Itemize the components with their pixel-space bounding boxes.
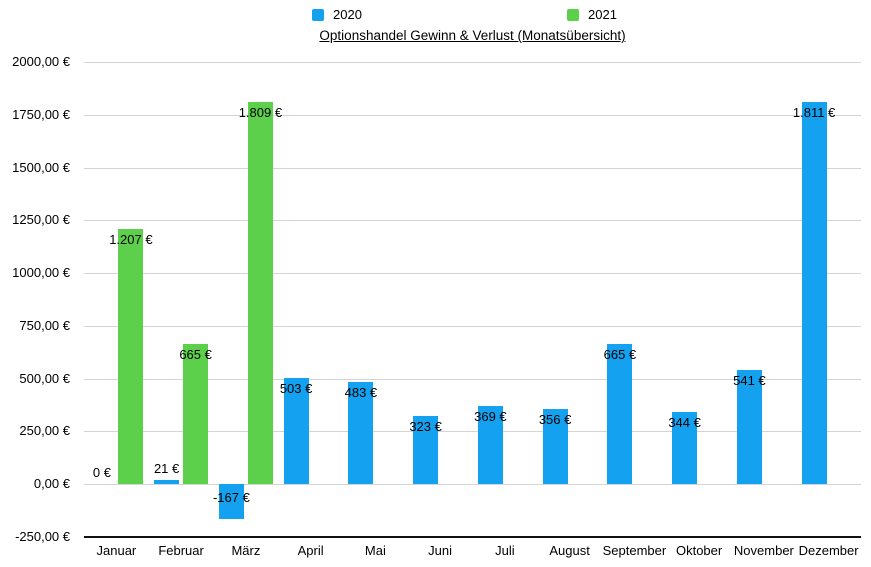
y-axis-tick-label: -250,00 € bbox=[15, 529, 70, 544]
gridline bbox=[84, 378, 861, 380]
y-axis-tick-label: 1750,00 € bbox=[12, 106, 70, 122]
x-axis-label: Juli bbox=[495, 543, 515, 558]
bar-2020-september[interactable] bbox=[607, 343, 633, 485]
gridline bbox=[84, 167, 861, 169]
legend-label-2020: 2020 bbox=[333, 7, 362, 22]
bar-value-label: 21 € bbox=[153, 460, 180, 476]
bar-2020-juni[interactable] bbox=[413, 416, 439, 485]
bar-2020-oktober[interactable] bbox=[672, 411, 698, 485]
bar-2020-august[interactable] bbox=[542, 409, 568, 485]
gridline bbox=[84, 114, 861, 116]
plot-area: 0 € 1.207 € 21 € 665 € -167 € 1.809 € 503 € 483… bbox=[84, 62, 861, 538]
bar-value-label: 1.207 € bbox=[109, 232, 153, 248]
gridline bbox=[84, 431, 861, 433]
gridline bbox=[84, 62, 861, 63]
x-axis-label: Januar bbox=[96, 543, 137, 558]
legend-swatch-2020-icon bbox=[312, 9, 324, 21]
x-axis-label: August bbox=[549, 543, 590, 558]
bar-value-label: 356 € bbox=[538, 412, 572, 428]
bar-2020-dezember[interactable] bbox=[801, 101, 827, 485]
bar-value-label: 1.811 € bbox=[792, 104, 836, 120]
x-axis-label: Mai bbox=[364, 543, 386, 558]
bar-value-label: 0 € bbox=[92, 465, 111, 481]
bar-value-label: -167 € bbox=[212, 490, 250, 506]
x-axis-line bbox=[84, 536, 861, 538]
x-axis-label: Oktober bbox=[675, 543, 723, 558]
legend-item-2021[interactable]: 2021 bbox=[567, 8, 617, 22]
bar-2020-februar[interactable] bbox=[154, 479, 180, 485]
legend-swatch-2021-icon bbox=[567, 9, 579, 21]
bar-value-label: 344 € bbox=[668, 414, 701, 430]
x-axis-label: Juni bbox=[428, 543, 453, 558]
y-axis-tick-label: 1000,00 € bbox=[12, 265, 70, 281]
bar-value-label: 323 € bbox=[409, 419, 442, 434]
gridline bbox=[84, 325, 861, 327]
y-axis-tick-label: 750,00 € bbox=[19, 317, 70, 333]
bar-2021-märz[interactable] bbox=[247, 102, 273, 485]
y-axis-tick-label: 250,00 € bbox=[19, 423, 70, 439]
y-axis-tick-label: 2000,00 € bbox=[12, 54, 70, 69]
gridline bbox=[84, 273, 861, 275]
x-axis-label: Februar bbox=[158, 543, 204, 558]
x-axis-label: März bbox=[231, 543, 261, 558]
bar-value-label: 369 € bbox=[474, 409, 507, 425]
bar-value-label: 665 € bbox=[179, 346, 212, 362]
legend-item-2020[interactable]: 2020 bbox=[312, 8, 362, 22]
bar-value-label: 503 € bbox=[279, 381, 313, 396]
y-axis-tick-label: 500,00 € bbox=[19, 370, 70, 386]
bar-value-label: 483 € bbox=[344, 385, 378, 401]
bar-2020-mai[interactable] bbox=[348, 382, 374, 485]
x-axis-label: April bbox=[297, 543, 324, 558]
bar-value-label: 665 € bbox=[603, 346, 637, 362]
x-axis-label: November bbox=[733, 543, 794, 558]
bar-value-label: 541 € bbox=[733, 373, 766, 388]
bar-2020-april[interactable] bbox=[283, 378, 309, 485]
gridline bbox=[84, 220, 861, 222]
y-axis-tick-label: 0,00 € bbox=[33, 476, 70, 492]
y-axis-tick-label: 1500,00 € bbox=[12, 159, 70, 175]
bar-2020-märz[interactable] bbox=[218, 484, 244, 520]
bar-2020-juli[interactable] bbox=[477, 406, 503, 485]
x-axis-label: Dezember bbox=[798, 543, 859, 558]
bar-2021-januar[interactable] bbox=[118, 229, 144, 485]
bar-value-label: 1.809 € bbox=[238, 105, 283, 121]
y-axis-tick-label: 1250,00 € bbox=[12, 212, 70, 228]
bar-2021-februar[interactable] bbox=[183, 343, 209, 485]
chart-title: Optionshandel Gewinn & Verlust (Monatsüb… bbox=[319, 28, 626, 43]
x-axis-label: September bbox=[602, 543, 667, 558]
gridline bbox=[84, 484, 861, 486]
bar-2020-november[interactable] bbox=[736, 370, 762, 485]
legend-label-2021: 2021 bbox=[588, 7, 617, 22]
